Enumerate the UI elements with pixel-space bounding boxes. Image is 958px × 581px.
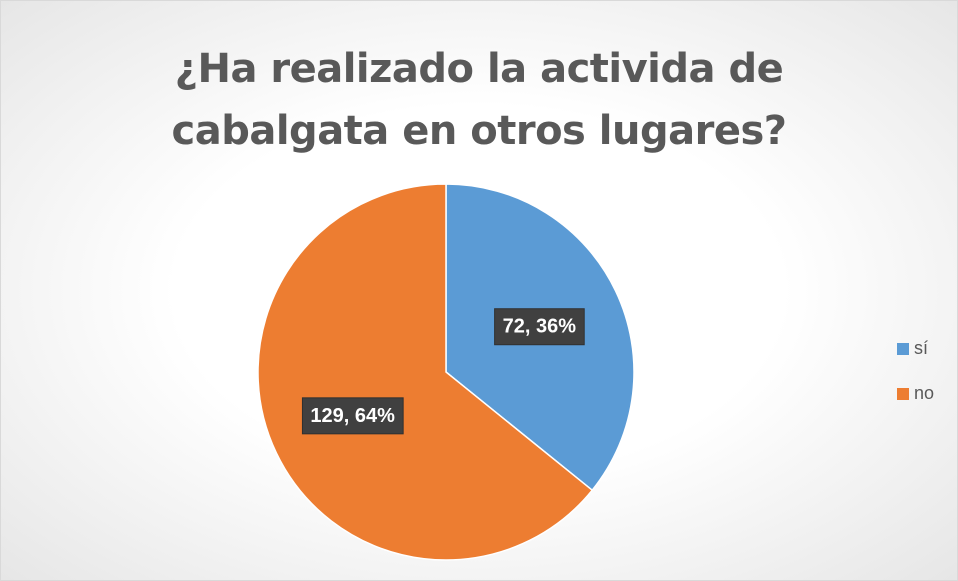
pie-slice (257, 183, 594, 561)
chart-title: ¿Ha realizado la activida de cabalgata e… (171, 46, 787, 154)
legend-label: sí (914, 338, 928, 358)
legend-label: no (914, 383, 934, 403)
legend-swatch (897, 343, 909, 355)
data-label: 129, 64% (301, 397, 404, 435)
legend-swatch (897, 388, 909, 400)
data-label-text: 72, 36% (503, 316, 577, 338)
data-label-text: 129, 64% (310, 405, 395, 427)
data-label-box (494, 308, 585, 346)
data-label: 72, 36% (494, 308, 585, 346)
data-label-box (301, 397, 404, 435)
